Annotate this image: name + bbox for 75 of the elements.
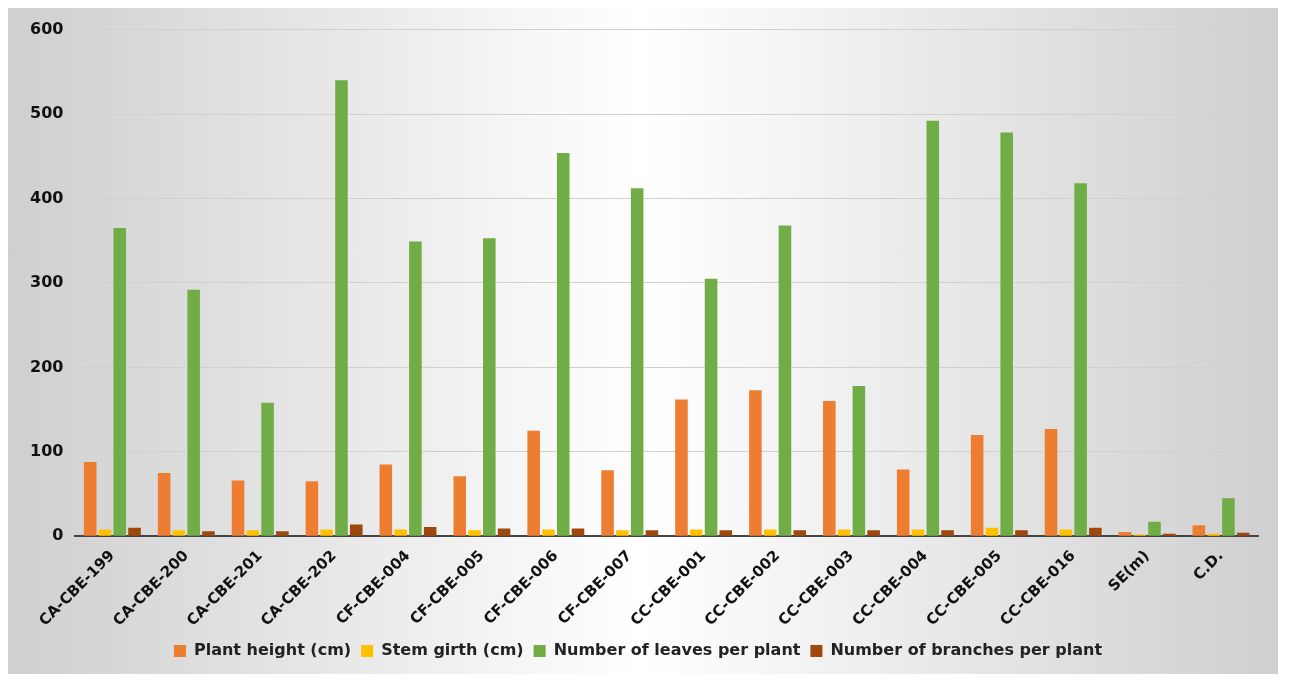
bar	[763, 529, 777, 536]
bar	[320, 529, 333, 536]
bar	[157, 472, 171, 536]
bar	[98, 529, 112, 536]
bar	[527, 430, 540, 536]
bar	[202, 531, 215, 536]
bar	[911, 529, 925, 536]
bar	[867, 530, 880, 536]
bar	[335, 80, 348, 536]
bar	[246, 530, 260, 536]
bar	[1207, 533, 1220, 536]
bar	[1059, 529, 1073, 536]
legend-label: Number of branches per plant	[830, 640, 1103, 660]
x-tick-label: C.D.	[1189, 546, 1227, 584]
bar	[985, 527, 999, 536]
bar	[468, 530, 481, 536]
bar	[704, 278, 718, 536]
bar	[896, 469, 910, 536]
bar	[571, 528, 585, 536]
bar	[1000, 132, 1013, 536]
bar	[394, 529, 407, 536]
bar	[409, 241, 422, 536]
bar	[1192, 525, 1206, 536]
bar	[231, 480, 245, 536]
bar	[83, 461, 97, 536]
y-tick-label: 600	[29, 18, 64, 38]
y-tick-label: 0	[52, 525, 64, 545]
bar	[379, 464, 393, 536]
bar	[793, 530, 807, 536]
bar	[778, 225, 792, 536]
bar	[276, 531, 289, 536]
bar	[837, 529, 851, 536]
bar	[423, 526, 437, 536]
legend-label: Plant height (cm)	[193, 640, 352, 660]
bar	[1118, 532, 1132, 536]
bar	[719, 530, 733, 536]
bar	[187, 289, 200, 536]
bar	[1044, 428, 1058, 536]
legend-label: Number of leaves per plant	[553, 640, 801, 660]
bar	[453, 476, 467, 536]
bar	[542, 529, 555, 536]
bar	[1148, 521, 1161, 536]
bar	[601, 470, 614, 536]
bar	[1074, 183, 1087, 536]
bar	[483, 238, 496, 536]
bar	[497, 528, 511, 536]
bar	[941, 530, 954, 536]
bar	[645, 530, 659, 536]
bar	[172, 530, 186, 536]
y-tick-label: 200	[29, 356, 64, 376]
bar	[926, 120, 940, 536]
y-tick-label: 300	[29, 272, 64, 292]
bar	[1015, 530, 1028, 536]
bar	[1089, 527, 1102, 536]
bar	[689, 529, 703, 536]
y-tick-label: 400	[29, 187, 64, 207]
bar	[305, 481, 319, 536]
bar	[1163, 533, 1176, 536]
bar	[113, 228, 127, 536]
bar	[128, 527, 141, 536]
y-tick-label: 500	[29, 103, 64, 123]
legend-label: Stem girth (cm)	[381, 640, 524, 660]
bar	[675, 399, 688, 536]
bar	[1222, 498, 1235, 536]
bar	[616, 530, 629, 536]
y-tick-label: 100	[29, 440, 64, 460]
bar	[852, 385, 866, 536]
bar	[823, 401, 836, 536]
bar	[1236, 532, 1250, 536]
bar	[349, 524, 363, 536]
bar	[261, 402, 274, 536]
bar	[556, 152, 570, 536]
bar	[749, 390, 762, 536]
bar	[630, 188, 644, 536]
bar	[970, 434, 984, 536]
